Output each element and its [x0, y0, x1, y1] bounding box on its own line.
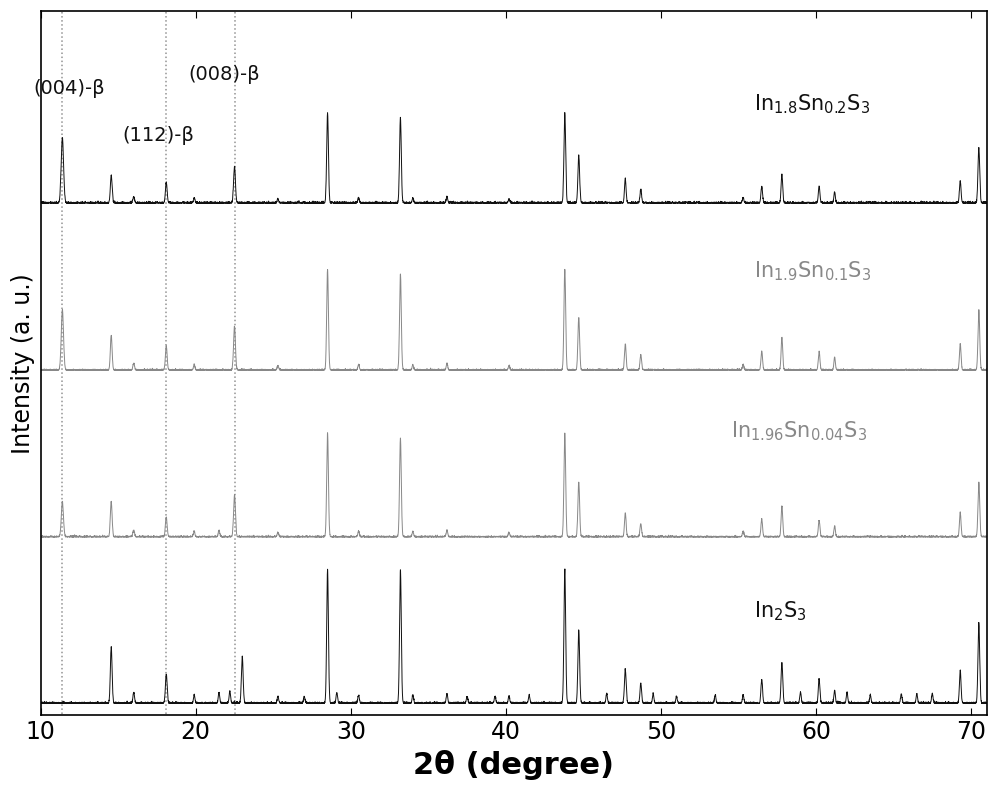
Text: In$_2$S$_3$: In$_2$S$_3$ — [754, 600, 807, 623]
Text: In$_{1.8}$Sn$_{0.2}$S$_3$: In$_{1.8}$Sn$_{0.2}$S$_3$ — [754, 93, 870, 116]
Text: (004)-β: (004)-β — [33, 79, 105, 98]
Text: (112)-β: (112)-β — [123, 126, 195, 145]
X-axis label: 2θ (degree): 2θ (degree) — [413, 750, 614, 780]
Text: In$_{1.9}$Sn$_{0.1}$S$_3$: In$_{1.9}$Sn$_{0.1}$S$_3$ — [754, 259, 871, 283]
Text: In$_{1.96}$Sn$_{0.04}$S$_3$: In$_{1.96}$Sn$_{0.04}$S$_3$ — [731, 419, 867, 443]
Text: (008)-β: (008)-β — [188, 66, 260, 85]
Y-axis label: Intensity (a. u.): Intensity (a. u.) — [11, 273, 35, 454]
